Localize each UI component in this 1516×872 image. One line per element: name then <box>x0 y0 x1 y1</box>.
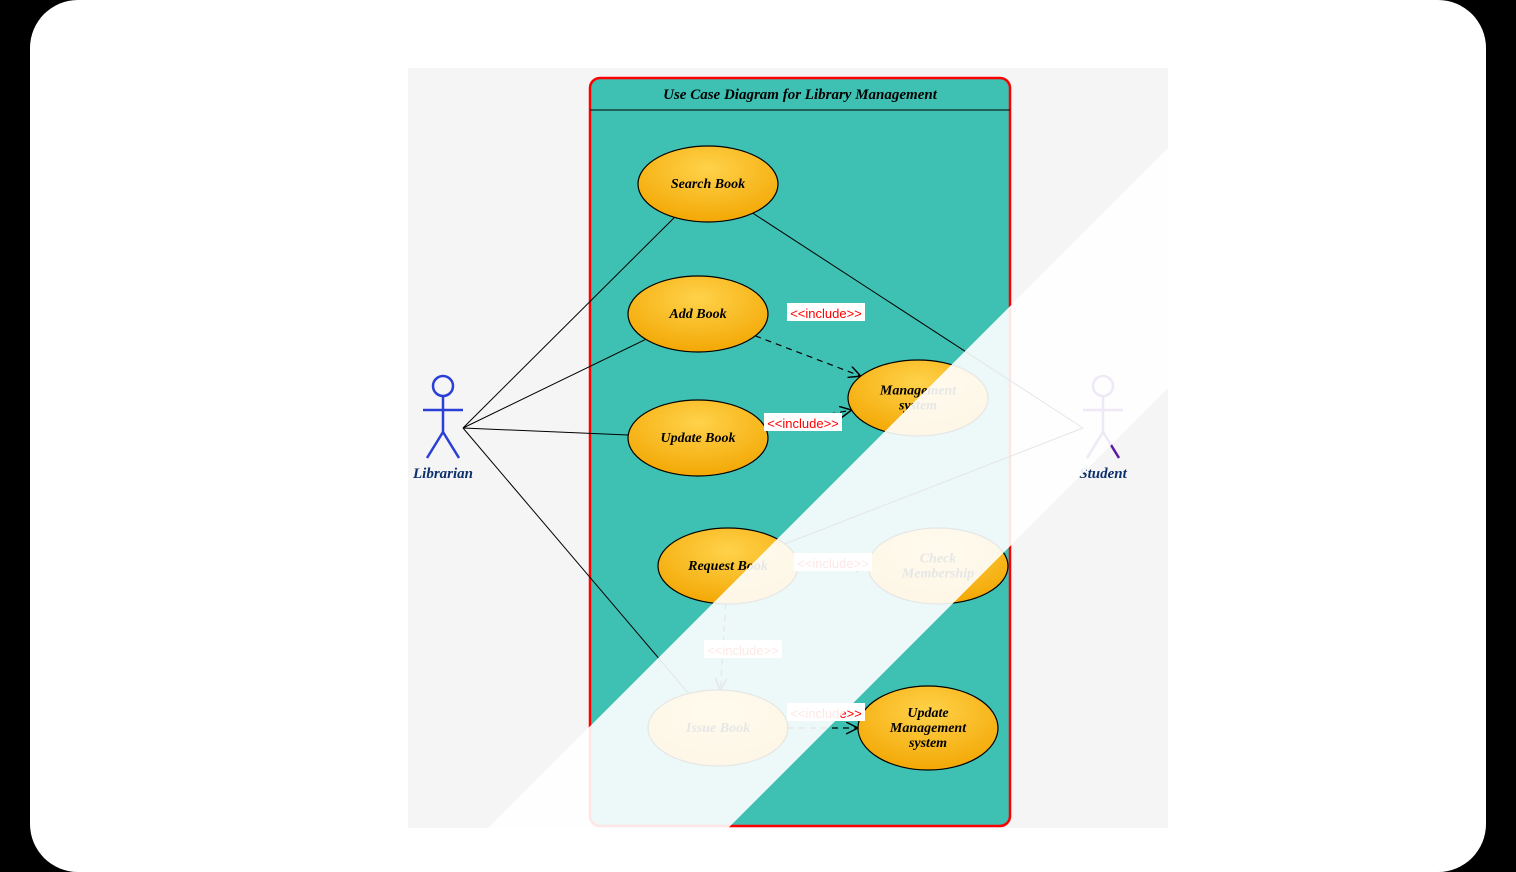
actor-label-librarian: Librarian <box>412 466 473 482</box>
include-label: <<include>> <box>767 416 839 431</box>
include-label: <<include>> <box>797 556 869 571</box>
usecase-label-checkmem: Check <box>920 552 957 567</box>
usecase-label-mgmt: system <box>898 399 937 414</box>
actor-student: Student <box>1079 376 1127 482</box>
usecase-label-search: Search Book <box>671 177 745 192</box>
diagram-canvas: Use Case Diagram for Library Management S… <box>408 68 1168 828</box>
include-label: <<include>> <box>707 643 779 658</box>
usecase-label-checkmem: Membership <box>901 567 974 582</box>
usecase-label-request: Request Book <box>687 559 768 574</box>
actor-label-student: Student <box>1079 466 1127 482</box>
usecase-label-updmgmt: Management <box>889 721 967 736</box>
use-case-diagram-svg: Use Case Diagram for Library Management S… <box>408 68 1168 828</box>
usecase-label-mgmt: Management <box>879 384 957 399</box>
include-label: <<include>> <box>790 706 862 721</box>
card-container: Use Case Diagram for Library Management S… <box>30 0 1486 872</box>
usecase-label-updmgmt: system <box>908 736 947 751</box>
diagram-title: Use Case Diagram for Library Management <box>663 87 938 103</box>
usecase-label-update: Update Book <box>660 431 735 446</box>
include-label: <<include>> <box>790 306 862 321</box>
usecase-label-updmgmt: Update <box>907 706 948 721</box>
usecase-label-add: Add Book <box>668 307 726 322</box>
usecase-label-issue: Issue Book <box>685 721 750 736</box>
